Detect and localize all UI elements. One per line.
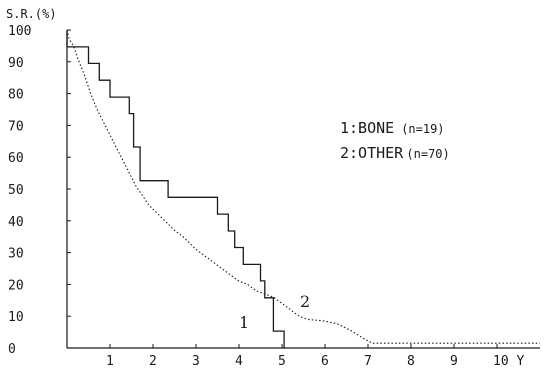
series-1-curve-label: 1 xyxy=(239,313,249,332)
x-tick-label: 9 xyxy=(450,354,458,369)
legend-entry-1: 1:BONE xyxy=(340,119,394,137)
y-axis: S.R.(%) 0 10 20 30 40 50 60 70 80 90 100 xyxy=(6,7,71,357)
x-tick-label: 4 xyxy=(235,354,243,369)
y-axis-label: S.R.(%) xyxy=(6,7,57,21)
series-2-line xyxy=(66,29,540,344)
legend-entry-2: 2:OTHER xyxy=(340,144,404,162)
y-tick-label: 40 xyxy=(8,215,24,230)
y-tick-label: 10 xyxy=(8,310,24,325)
x-tick-label: 5 xyxy=(278,354,286,369)
x-tick-label: 1 xyxy=(106,354,114,369)
curves: 12 xyxy=(66,29,540,348)
x-tick-label: 2 xyxy=(149,354,157,369)
x-axis: 1 2 3 4 5 6 7 8 9 10 Y xyxy=(67,344,540,369)
series-1-line xyxy=(66,30,285,348)
series-2-curve-label: 2 xyxy=(300,292,310,311)
y-tick-label: 20 xyxy=(8,278,24,293)
y-tick-label: 0 xyxy=(8,342,16,357)
y-tick-label: 90 xyxy=(8,56,24,71)
x-tick-label: 7 xyxy=(364,354,372,369)
legend-entry-2-n: (n=70) xyxy=(406,147,449,161)
y-tick-label: 100 xyxy=(8,24,31,39)
legend: 1:BONE (n=19) 2:OTHER (n=70) xyxy=(340,119,450,162)
y-tick-label: 80 xyxy=(8,88,24,103)
x-tick-label: 3 xyxy=(192,354,200,369)
y-tick-label: 70 xyxy=(8,119,24,134)
x-tick-label: 6 xyxy=(321,354,329,369)
x-tick-label: 8 xyxy=(407,354,415,369)
y-tick-label: 60 xyxy=(8,151,24,166)
legend-entry-1-n: (n=19) xyxy=(401,122,444,136)
y-tick-label: 50 xyxy=(8,183,24,198)
y-tick-label: 30 xyxy=(8,247,24,262)
x-tick-label: 10 Y xyxy=(493,354,524,369)
